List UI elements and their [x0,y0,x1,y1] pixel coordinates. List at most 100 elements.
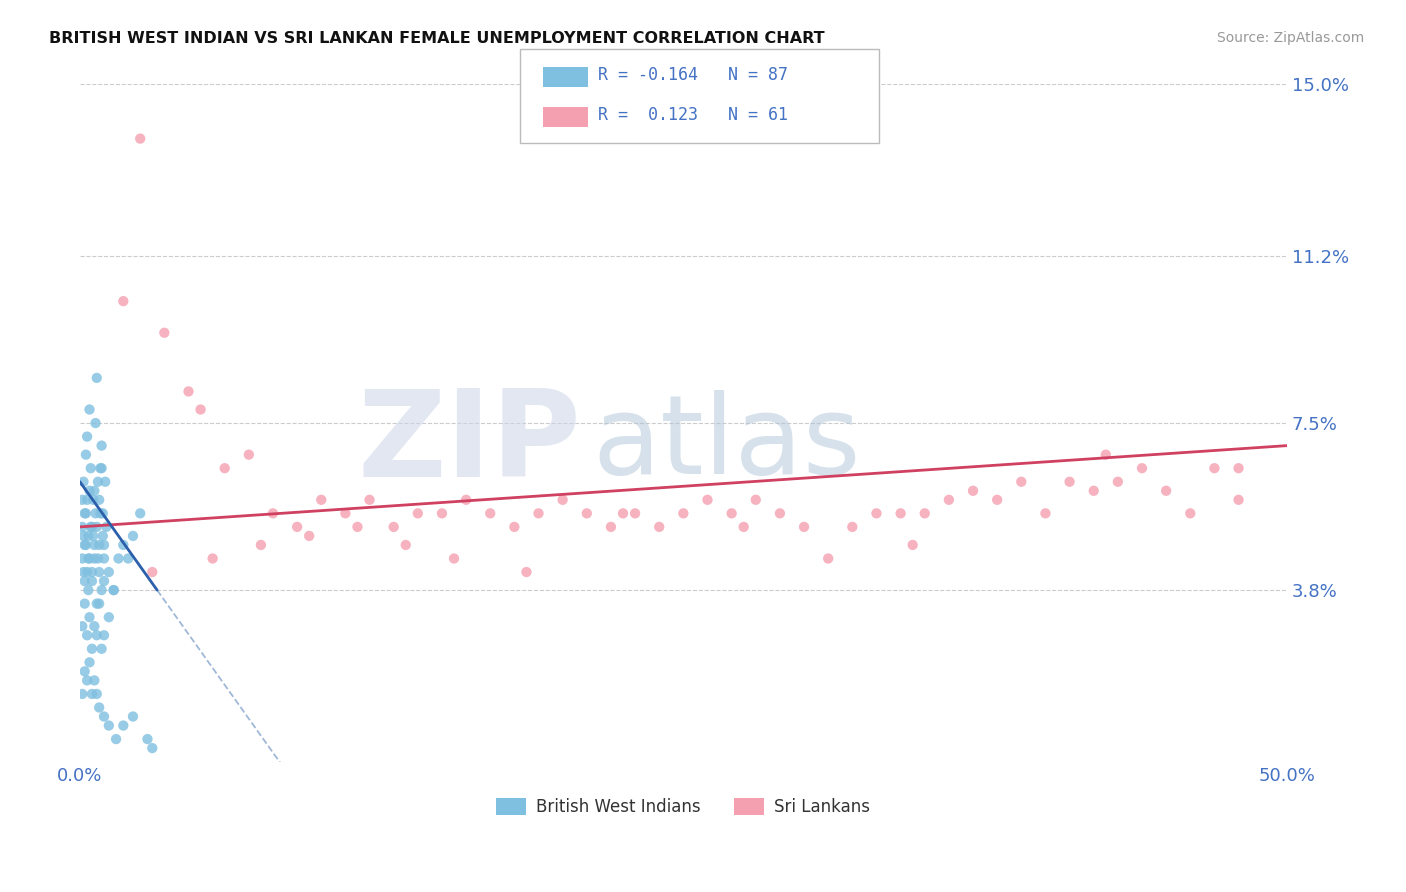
Point [97,610,120,624]
Point [87,475,110,489]
Point [865,507,887,521]
Point [79,656,101,670]
Point [93,574,115,588]
Point [90,583,112,598]
Point [117,551,139,566]
Point [83,551,105,566]
Point [817,551,839,566]
Point [94,475,117,489]
Point [73,538,96,552]
Point [93,709,115,723]
Point [75,448,97,462]
Point [1227,461,1250,475]
Point [89,700,111,714]
Point [136,732,159,747]
Point [79,610,101,624]
Point [82,529,104,543]
Text: ZIP: ZIP [357,384,581,502]
Point [406,507,429,521]
Point [177,384,200,399]
Point [91,507,114,521]
Point [443,551,465,566]
Point [745,492,768,507]
Point [456,492,478,507]
Point [75,538,97,552]
Point [250,538,273,552]
Point [80,641,103,656]
Point [89,565,111,579]
Point [1204,461,1226,475]
Point [648,520,671,534]
Point [1094,448,1116,462]
Point [96,520,118,534]
Point [72,520,94,534]
Point [73,597,96,611]
Point [80,461,103,475]
Point [914,507,936,521]
Point [105,732,128,747]
Point [79,551,101,566]
Point [430,507,453,521]
Point [1083,483,1105,498]
Point [76,565,98,579]
Point [890,507,912,521]
Point [309,492,332,507]
Point [80,574,103,588]
Point [141,741,163,756]
Point [89,538,111,552]
Text: Source: ZipAtlas.com: Source: ZipAtlas.com [1216,31,1364,45]
Point [515,565,537,579]
Point [112,538,135,552]
Point [72,492,94,507]
Point [89,507,111,521]
Point [84,416,107,430]
Point [72,551,94,566]
Point [696,492,718,507]
Point [733,520,755,534]
Point [83,673,105,688]
Point [103,583,125,598]
Point [112,294,135,309]
Point [600,520,623,534]
Point [72,565,94,579]
Point [793,520,815,534]
Point [90,641,112,656]
Point [86,628,108,642]
Point [962,483,984,498]
Point [80,565,103,579]
Point [86,520,108,534]
Point [769,507,792,521]
Point [1227,492,1250,507]
Point [75,507,97,521]
Point [214,461,236,475]
Point [107,551,129,566]
Text: BRITISH WEST INDIAN VS SRI LANKAN FEMALE UNEMPLOYMENT CORRELATION CHART: BRITISH WEST INDIAN VS SRI LANKAN FEMALE… [49,31,825,46]
Point [551,492,574,507]
Point [73,574,96,588]
Point [612,507,634,521]
Point [285,520,308,534]
Point [87,551,110,566]
Point [91,529,114,543]
Point [103,583,125,598]
Point [262,507,284,521]
Point [84,507,107,521]
Point [1059,475,1081,489]
Point [77,583,100,598]
Point [153,326,176,340]
Point [1180,507,1202,521]
Point [672,507,695,521]
Legend: British West Indians, Sri Lankans: British West Indians, Sri Lankans [489,791,877,822]
Point [841,520,863,534]
Point [80,520,103,534]
Point [122,709,145,723]
Point [938,492,960,507]
Point [82,492,104,507]
Point [986,492,1008,507]
Point [1010,475,1032,489]
Point [89,597,111,611]
Point [93,551,115,566]
Point [1107,475,1129,489]
Point [86,687,108,701]
Point [129,131,152,145]
